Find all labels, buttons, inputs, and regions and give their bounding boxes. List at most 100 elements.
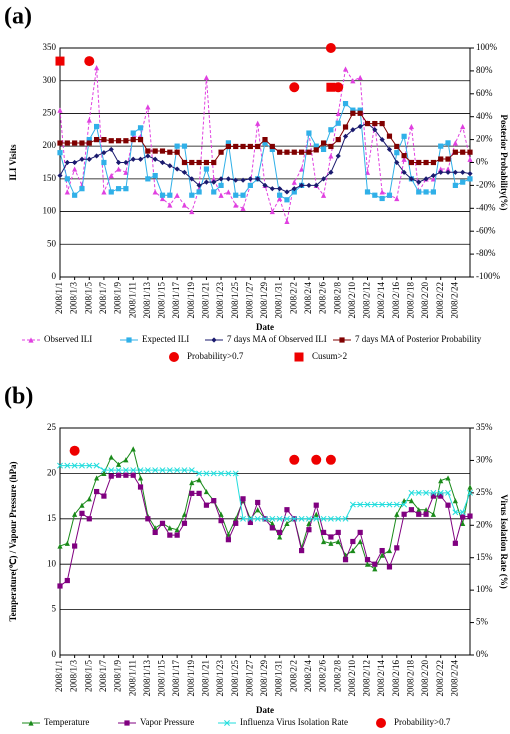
y-tick-label: 25 xyxy=(47,422,57,432)
x-tick-label: 2008/1/17 xyxy=(171,660,181,697)
marker xyxy=(79,140,85,146)
marker xyxy=(145,104,151,110)
marker xyxy=(86,140,92,146)
marker xyxy=(145,148,151,154)
marker xyxy=(225,470,232,477)
marker xyxy=(167,163,173,169)
x-tick-label: 2008/1/9 xyxy=(113,660,123,693)
marker xyxy=(284,515,290,522)
marker xyxy=(152,148,158,154)
marker xyxy=(326,82,336,92)
marker xyxy=(240,177,246,183)
marker xyxy=(101,159,107,166)
marker xyxy=(123,169,129,175)
marker xyxy=(408,159,415,166)
marker xyxy=(218,149,224,155)
marker xyxy=(189,490,195,496)
marker xyxy=(196,189,202,195)
marker xyxy=(225,176,231,182)
marker xyxy=(320,529,327,536)
marker xyxy=(313,143,319,149)
marker xyxy=(57,172,63,179)
marker xyxy=(328,143,334,150)
x-tick-label: 2008/2/20 xyxy=(420,660,430,697)
marker xyxy=(357,538,363,545)
marker xyxy=(159,195,166,202)
marker xyxy=(225,143,231,150)
marker xyxy=(452,169,458,175)
marker xyxy=(408,123,415,130)
x-tick-label: 2008/2/14 xyxy=(376,282,386,319)
marker xyxy=(313,511,319,517)
x-axis-title: Date xyxy=(256,705,274,715)
x-tick-label: 2008/1/1 xyxy=(54,660,64,692)
marker xyxy=(211,159,217,166)
x-tick-label: 2008/1/31 xyxy=(274,660,284,697)
marker xyxy=(335,153,341,159)
marker xyxy=(379,195,385,202)
marker xyxy=(438,166,444,172)
marker xyxy=(401,501,408,508)
marker xyxy=(233,192,239,198)
marker xyxy=(203,470,210,477)
marker xyxy=(394,159,400,166)
marker xyxy=(240,205,246,211)
marker xyxy=(255,176,261,182)
marker xyxy=(467,176,473,182)
marker xyxy=(452,509,459,516)
x-tick-label: 2008/1/25 xyxy=(230,660,240,697)
marker xyxy=(269,525,275,531)
marker xyxy=(467,489,473,496)
marker xyxy=(379,547,385,554)
marker xyxy=(401,156,407,162)
marker xyxy=(306,149,312,155)
marker xyxy=(57,140,63,146)
marker xyxy=(64,159,70,166)
marker xyxy=(247,176,253,182)
marker xyxy=(445,489,451,496)
marker xyxy=(130,130,136,136)
marker xyxy=(328,534,334,540)
marker xyxy=(306,182,312,188)
marker xyxy=(313,502,319,508)
marker xyxy=(101,470,107,476)
x-tick-label: 2008/1/1 xyxy=(54,282,64,314)
x-tick-label: 2008/2/20 xyxy=(420,282,430,319)
marker xyxy=(64,189,70,195)
marker xyxy=(289,454,300,465)
marker xyxy=(386,146,393,153)
marker xyxy=(408,507,415,513)
x-tick-label: 2008/1/25 xyxy=(230,282,240,319)
marker xyxy=(100,467,107,474)
marker xyxy=(181,143,188,149)
marker xyxy=(64,540,70,546)
legend-marker xyxy=(294,352,304,362)
x-tick-label: 2008/2/10 xyxy=(347,282,357,319)
marker xyxy=(174,467,181,474)
x-tick-label: 2008/1/23 xyxy=(215,660,225,697)
marker xyxy=(108,146,114,153)
marker xyxy=(115,461,122,467)
marker xyxy=(123,472,129,478)
marker xyxy=(276,515,283,522)
marker xyxy=(372,192,378,198)
x-tick-label: 2008/1/21 xyxy=(200,282,210,319)
marker xyxy=(240,515,246,522)
marker xyxy=(364,189,371,195)
marker xyxy=(430,493,436,499)
legend-label: Expected ILI xyxy=(142,334,189,344)
marker xyxy=(137,137,144,143)
marker xyxy=(306,527,312,533)
marker xyxy=(452,140,458,146)
marker xyxy=(438,493,444,499)
x-tick-label: 2008/1/5 xyxy=(83,282,93,315)
marker xyxy=(364,557,371,563)
marker xyxy=(445,502,451,508)
x-tick-label: 2008/1/29 xyxy=(259,660,269,697)
marker xyxy=(189,176,195,182)
marker xyxy=(357,501,364,508)
marker xyxy=(306,130,312,136)
marker xyxy=(115,166,122,172)
marker xyxy=(277,195,283,202)
x-tick-label: 2008/2/6 xyxy=(318,282,328,315)
